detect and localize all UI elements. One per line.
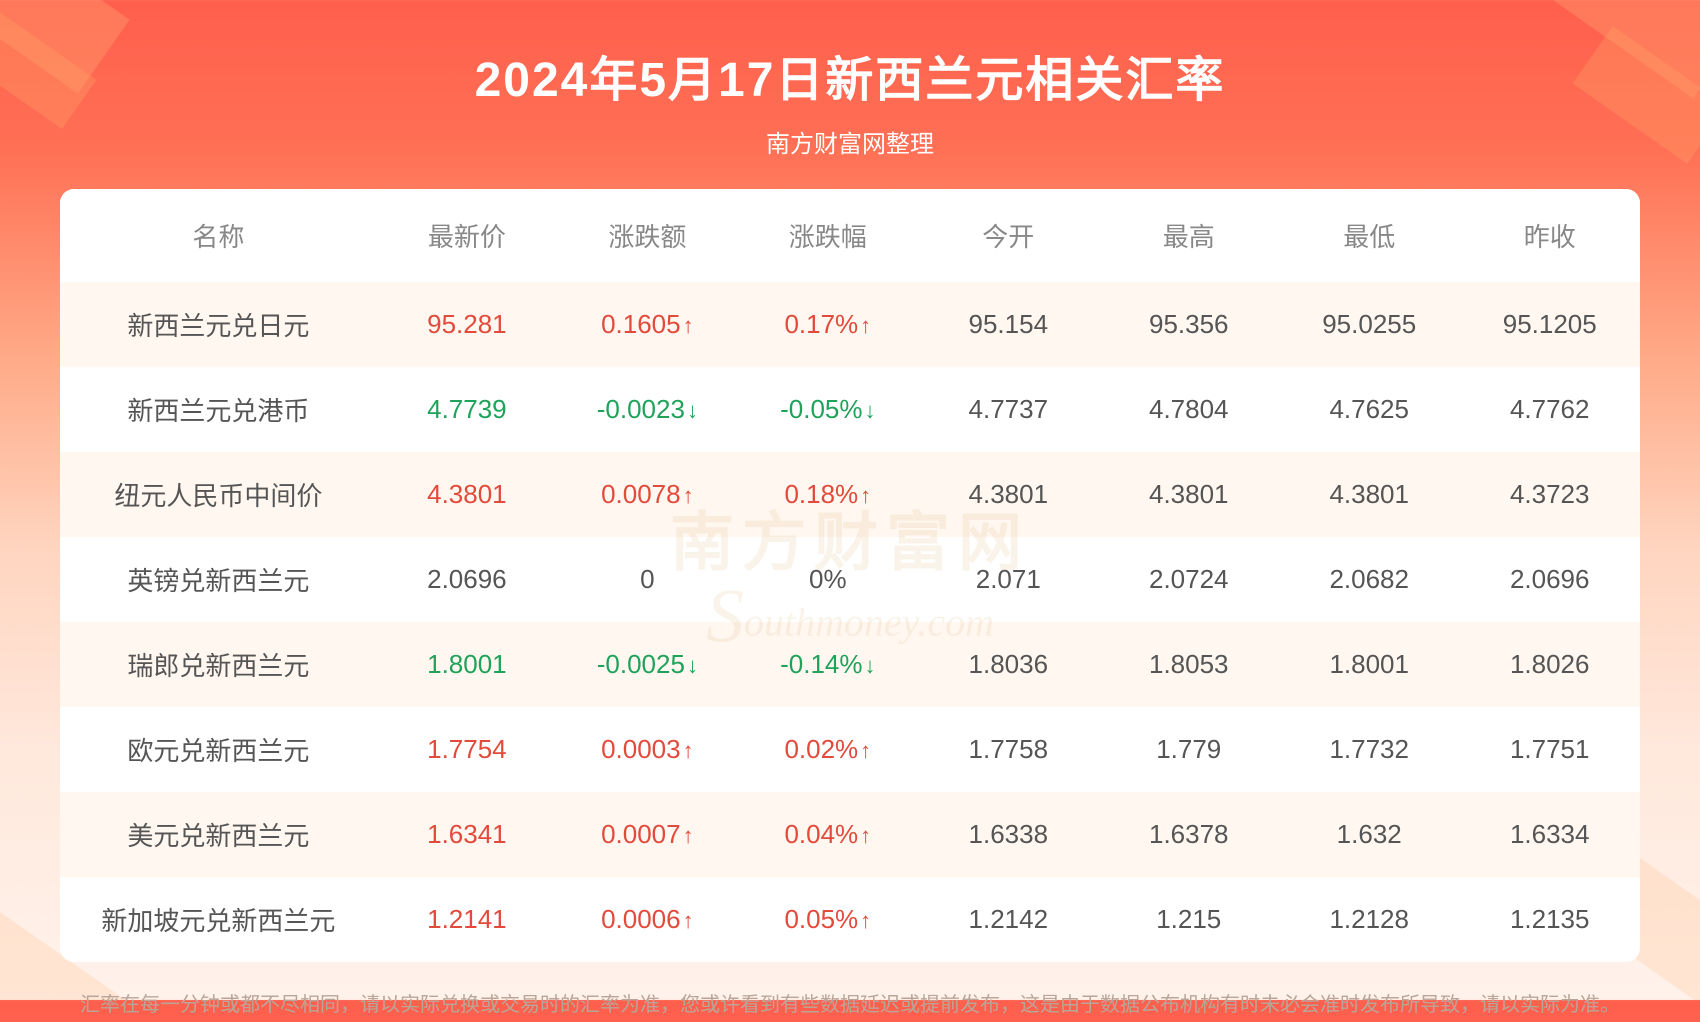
- table-row: 欧元兑新西兰元1.77540.0003↑0.02%↑1.77581.7791.7…: [60, 707, 1640, 792]
- cell-pct: 0.04%↑: [738, 792, 918, 877]
- cell-latest: 95.281: [377, 282, 557, 367]
- disclaimer-text: 汇率在每一分钟或都不尽相同，请以实际兑换或交易时的汇率为准，您或许看到有些数据延…: [60, 988, 1640, 1022]
- cell-prev: 1.6334: [1459, 792, 1640, 877]
- rates-table-wrap: 南方财富网 Southmoney.com 名称最新价涨跌额涨跌幅今开最高最低昨收…: [60, 189, 1640, 962]
- table-row: 英镑兑新西兰元2.069600%2.0712.07242.06822.0696: [60, 537, 1640, 622]
- table-header-cell: 最低: [1279, 189, 1459, 282]
- cell-change: -0.0025↓: [557, 622, 737, 707]
- cell-name: 新加坡元兑新西兰元: [60, 877, 377, 962]
- cell-pct: 0.02%↑: [738, 707, 918, 792]
- cell-change: 0.1605↑: [557, 282, 737, 367]
- table-row: 美元兑新西兰元1.63410.0007↑0.04%↑1.63381.63781.…: [60, 792, 1640, 877]
- cell-name: 新西兰元兑港币: [60, 367, 377, 452]
- cell-open: 1.6338: [918, 792, 1098, 877]
- cell-high: 95.356: [1099, 282, 1279, 367]
- table-header-cell: 最高: [1099, 189, 1279, 282]
- table-header-cell: 今开: [918, 189, 1098, 282]
- cell-open: 1.2142: [918, 877, 1098, 962]
- cell-change: 0.0003↑: [557, 707, 737, 792]
- cell-latest: 1.7754: [377, 707, 557, 792]
- table-row: 纽元人民币中间价4.38010.0078↑0.18%↑4.38014.38014…: [60, 452, 1640, 537]
- cell-open: 4.3801: [918, 452, 1098, 537]
- cell-open: 4.7737: [918, 367, 1098, 452]
- cell-high: 2.0724: [1099, 537, 1279, 622]
- table-header-cell: 昨收: [1459, 189, 1640, 282]
- page-subtitle: 南方财富网整理: [60, 124, 1640, 159]
- cell-low: 95.0255: [1279, 282, 1459, 367]
- table-row: 新西兰元兑港币4.7739-0.0023↓-0.05%↓4.77374.7804…: [60, 367, 1640, 452]
- table-header: 名称最新价涨跌额涨跌幅今开最高最低昨收: [60, 189, 1640, 282]
- table-header-cell: 名称: [60, 189, 377, 282]
- page-title: 2024年5月17日新西兰元相关汇率: [60, 40, 1640, 110]
- page-container: 2024年5月17日新西兰元相关汇率 南方财富网整理 南方财富网 Southmo…: [0, 0, 1700, 1000]
- cell-pct: 0%: [738, 537, 918, 622]
- cell-prev: 1.2135: [1459, 877, 1640, 962]
- cell-change: -0.0023↓: [557, 367, 737, 452]
- cell-prev: 2.0696: [1459, 537, 1640, 622]
- cell-change: 0.0007↑: [557, 792, 737, 877]
- cell-latest: 1.8001: [377, 622, 557, 707]
- cell-prev: 4.7762: [1459, 367, 1640, 452]
- cell-low: 4.3801: [1279, 452, 1459, 537]
- cell-prev: 4.3723: [1459, 452, 1640, 537]
- table-row: 瑞郎兑新西兰元1.8001-0.0025↓-0.14%↓1.80361.8053…: [60, 622, 1640, 707]
- cell-latest: 4.3801: [377, 452, 557, 537]
- cell-change: 0: [557, 537, 737, 622]
- cell-latest: 1.6341: [377, 792, 557, 877]
- cell-name: 瑞郎兑新西兰元: [60, 622, 377, 707]
- rates-table: 名称最新价涨跌额涨跌幅今开最高最低昨收 新西兰元兑日元95.2810.1605↑…: [60, 189, 1640, 962]
- cell-prev: 95.1205: [1459, 282, 1640, 367]
- cell-prev: 1.7751: [1459, 707, 1640, 792]
- cell-low: 2.0682: [1279, 537, 1459, 622]
- cell-latest: 4.7739: [377, 367, 557, 452]
- cell-low: 1.2128: [1279, 877, 1459, 962]
- cell-low: 4.7625: [1279, 367, 1459, 452]
- cell-low: 1.7732: [1279, 707, 1459, 792]
- cell-pct: -0.05%↓: [738, 367, 918, 452]
- cell-name: 英镑兑新西兰元: [60, 537, 377, 622]
- table-row: 新西兰元兑日元95.2810.1605↑0.17%↑95.15495.35695…: [60, 282, 1640, 367]
- table-row: 新加坡元兑新西兰元1.21410.0006↑0.05%↑1.21421.2151…: [60, 877, 1640, 962]
- cell-high: 1.8053: [1099, 622, 1279, 707]
- cell-high: 1.779: [1099, 707, 1279, 792]
- cell-name: 新西兰元兑日元: [60, 282, 377, 367]
- cell-high: 4.7804: [1099, 367, 1279, 452]
- cell-name: 欧元兑新西兰元: [60, 707, 377, 792]
- cell-pct: 0.17%↑: [738, 282, 918, 367]
- cell-name: 美元兑新西兰元: [60, 792, 377, 877]
- cell-low: 1.8001: [1279, 622, 1459, 707]
- cell-change: 0.0078↑: [557, 452, 737, 537]
- cell-low: 1.632: [1279, 792, 1459, 877]
- cell-pct: 0.18%↑: [738, 452, 918, 537]
- cell-open: 2.071: [918, 537, 1098, 622]
- cell-pct: -0.14%↓: [738, 622, 918, 707]
- table-header-cell: 最新价: [377, 189, 557, 282]
- cell-name: 纽元人民币中间价: [60, 452, 377, 537]
- table-header-cell: 涨跌幅: [738, 189, 918, 282]
- cell-open: 95.154: [918, 282, 1098, 367]
- cell-high: 1.215: [1099, 877, 1279, 962]
- cell-latest: 2.0696: [377, 537, 557, 622]
- cell-open: 1.7758: [918, 707, 1098, 792]
- cell-pct: 0.05%↑: [738, 877, 918, 962]
- cell-open: 1.8036: [918, 622, 1098, 707]
- cell-high: 4.3801: [1099, 452, 1279, 537]
- cell-prev: 1.8026: [1459, 622, 1640, 707]
- table-body: 新西兰元兑日元95.2810.1605↑0.17%↑95.15495.35695…: [60, 282, 1640, 962]
- cell-change: 0.0006↑: [557, 877, 737, 962]
- cell-latest: 1.2141: [377, 877, 557, 962]
- table-header-cell: 涨跌额: [557, 189, 737, 282]
- cell-high: 1.6378: [1099, 792, 1279, 877]
